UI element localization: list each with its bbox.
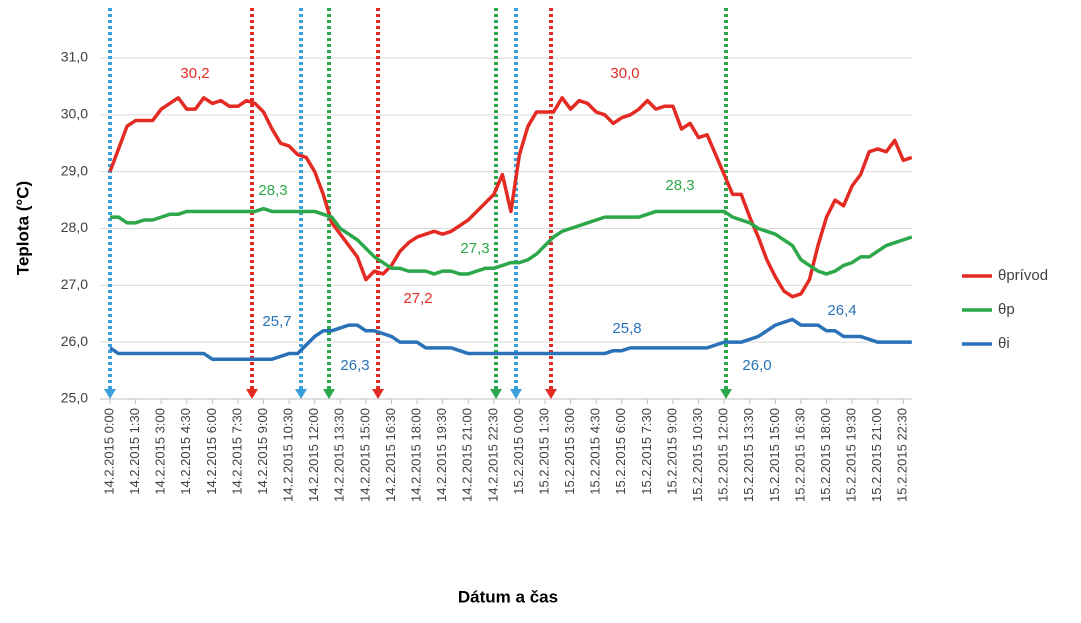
x-tick-label: 15.2.2015 16:30 [792,408,807,502]
series-line [109,317,912,361]
annotation: 26,4 [827,302,856,319]
marker-arrowhead [720,389,732,399]
x-tick-label: 15.2.2015 3:00 [562,408,577,495]
x-tick-label: 15.2.2015 9:00 [664,408,679,495]
legend-label: θprívod [998,267,1048,284]
annotation: 27,3 [460,240,489,257]
annotation: 26,0 [742,357,771,374]
x-tick-label: 15.2.2015 4:30 [588,408,603,495]
y-tick-label: 25,0 [61,390,88,406]
x-tick-label: 14.2.2015 19:30 [434,408,449,502]
x-tick-label: 15.2.2015 19:30 [844,408,859,502]
y-tick-label: 28,0 [61,219,88,235]
marker-arrowhead [104,389,116,399]
series-line [110,206,913,276]
x-tick-label: 14.2.2015 12:00 [306,408,321,502]
x-tick-label: 15.2.2015 22:30 [895,408,910,502]
series-line [108,96,913,299]
annotation: 26,3 [340,357,369,374]
annotation: 30,2 [180,65,209,82]
x-tick-label: 15.2.2015 7:30 [639,408,654,495]
x-tick-label: 14.2.2015 1:30 [127,408,142,495]
annotation: 27,2 [403,290,432,307]
x-tick-label: 15.2.2015 1:30 [536,408,551,495]
legend-label: θp [998,301,1015,318]
x-tick-label: 14.2.2015 0:00 [101,408,116,495]
x-axis-title: Dátum a čas [458,587,558,606]
x-tick-label: 14.2.2015 3:00 [153,408,168,495]
marker-arrowhead [490,389,502,399]
annotation: 28,3 [665,177,694,194]
x-tick-label: 15.2.2015 15:00 [767,408,782,502]
annotation: 30,0 [610,65,639,82]
x-tick-label: 15.2.2015 21:00 [869,408,884,502]
marker-arrowhead [323,389,335,399]
x-tick-label: 14.2.2015 6:00 [204,408,219,495]
x-tick-label: 14.2.2015 13:30 [332,408,347,502]
marker-arrowhead [545,389,557,399]
legend-label: θi [998,335,1010,352]
x-tick-label: 14.2.2015 16:30 [383,408,398,502]
x-tick-label: 14.2.2015 18:00 [409,408,424,502]
x-tick-label: 14.2.2015 4:30 [178,408,193,495]
x-tick-label: 15.2.2015 0:00 [511,408,526,495]
y-tick-label: 31,0 [61,49,88,65]
x-tick-label: 14.2.2015 7:30 [229,408,244,495]
x-tick-label: 14.2.2015 21:00 [460,408,475,502]
marker-arrowhead [246,389,258,399]
x-tick-label: 14.2.2015 9:00 [255,408,270,495]
y-tick-label: 29,0 [61,162,88,178]
x-tick-label: 15.2.2015 12:00 [716,408,731,502]
marker-arrowhead [372,389,384,399]
y-tick-label: 27,0 [61,276,88,292]
y-tick-label: 30,0 [61,106,88,122]
x-tick-label: 15.2.2015 13:30 [741,408,756,502]
x-tick-label: 15.2.2015 6:00 [613,408,628,495]
annotation: 25,8 [612,320,641,337]
x-tick-label: 15.2.2015 10:30 [690,408,705,502]
x-tick-label: 14.2.2015 10:30 [281,408,296,502]
x-tick-label: 15.2.2015 18:00 [818,408,833,502]
y-axis-title: Teplota (°C) [13,181,32,275]
marker-arrowhead [510,389,522,399]
annotation: 25,7 [262,313,291,330]
annotation: 28,3 [258,182,287,199]
marker-arrowhead [295,389,307,399]
y-tick-label: 26,0 [61,333,88,349]
x-tick-label: 14.2.2015 15:00 [357,408,372,502]
x-tick-label: 14.2.2015 22:30 [485,408,500,502]
